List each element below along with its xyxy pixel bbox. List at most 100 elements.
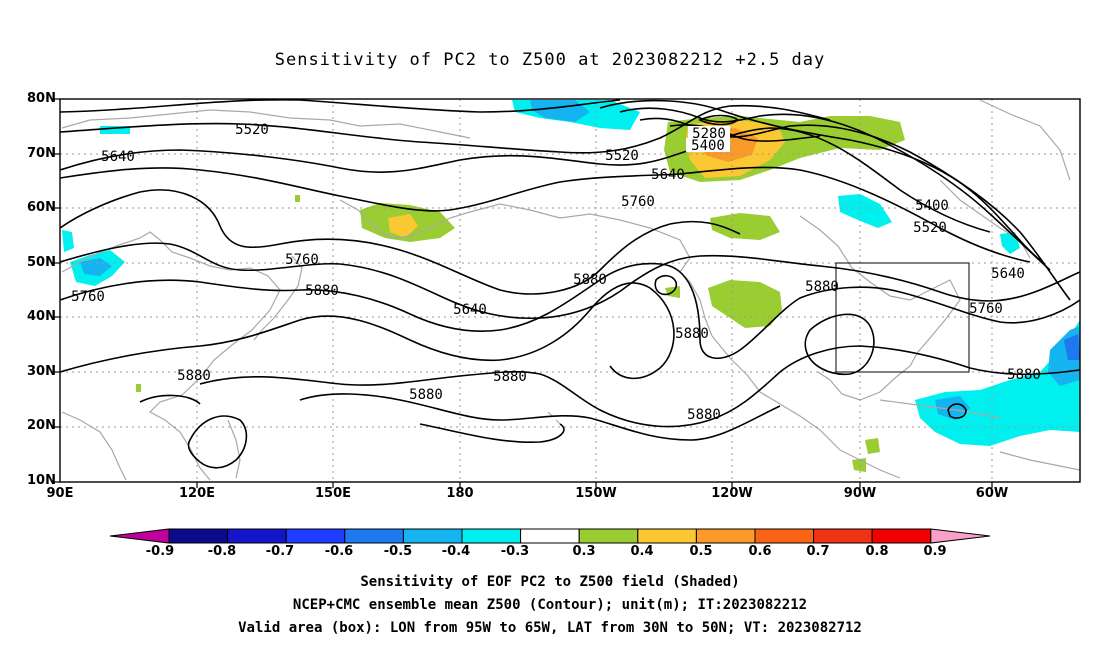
caption-shaded: Sensitivity of EOF PC2 to Z500 field (Sh… <box>360 574 740 590</box>
colorbar-label: -0.3 <box>500 544 530 559</box>
lat-label-80n: 80N <box>27 91 56 106</box>
contour-line <box>947 403 967 419</box>
coastline-centralamerica <box>839 449 901 479</box>
colorbar-label: -0.4 <box>441 544 471 559</box>
colorbar-label: 0.4 <box>630 544 654 559</box>
contour-line <box>60 282 675 380</box>
shade-green-china <box>136 384 141 392</box>
shade-cyan-labrador <box>1000 232 1020 254</box>
contour-line <box>60 127 991 233</box>
lat-label-60n: 60N <box>27 200 56 215</box>
colorbar-label: 0.8 <box>865 544 889 559</box>
shade-green-sea <box>295 195 300 202</box>
colorbar-label: -0.8 <box>207 544 237 559</box>
colorbar-label: 0.3 <box>572 544 596 559</box>
coastline-southamerica <box>999 451 1080 471</box>
shade-cyan-wpac <box>62 230 74 252</box>
contour-line <box>299 393 781 441</box>
coastline-indochina <box>61 411 127 481</box>
colorbar-cell <box>695 528 756 544</box>
contour-line <box>60 99 621 113</box>
colorbar-label: 0.6 <box>748 544 772 559</box>
contour-line <box>619 107 1051 271</box>
contour-line <box>659 263 1080 359</box>
contour-line <box>199 345 1080 428</box>
shade-cyan-hudson <box>838 194 892 228</box>
colorbar-cell <box>813 528 873 544</box>
contour-line <box>669 124 821 142</box>
contour-label: 5520 <box>605 148 639 164</box>
contour-label: 5640 <box>651 167 685 183</box>
contour-label: 5640 <box>991 266 1025 282</box>
contour-line <box>804 313 875 375</box>
contour-label: 5760 <box>285 252 319 268</box>
contour-label: 5880 <box>177 368 211 384</box>
colorbar <box>109 528 991 544</box>
lon-label-90w: 90W <box>843 486 877 501</box>
colorbar-cell <box>168 528 229 544</box>
contour-line <box>419 423 565 444</box>
shade-green-caribbean <box>865 438 880 454</box>
contour-line <box>654 274 678 296</box>
colorbar-label: 0.5 <box>689 544 713 559</box>
shade-green-usa <box>708 280 782 328</box>
lat-label-10n: 10N <box>27 473 56 488</box>
lon-label-150e: 150E <box>314 486 352 501</box>
contour-label: 5640 <box>101 149 135 165</box>
lon-label-120w: 120W <box>711 486 753 501</box>
contour-labels: 5520 5640 5280 5400 5520 5640 5760 5400 … <box>71 122 1041 423</box>
coastline-philippines <box>227 419 241 479</box>
lat-label-50n: 50N <box>27 255 56 270</box>
contour-label: 5520 <box>913 220 947 236</box>
colorbar-label: -0.6 <box>324 544 354 559</box>
contour-label: 5760 <box>969 301 1003 317</box>
contour-label: 5880 <box>1007 367 1041 383</box>
contour-label: 5880 <box>493 369 527 385</box>
shade-green-canada <box>710 213 780 240</box>
shade-blue-atlantic-2 <box>935 396 970 420</box>
shade-darkblue-atlantic <box>1064 334 1080 360</box>
colorbar-label: -0.5 <box>383 544 413 559</box>
contour-label: 5520 <box>235 122 269 138</box>
colorbar-cell <box>930 528 991 544</box>
colorbar-cell <box>637 528 697 544</box>
colorbar-cell <box>227 528 287 544</box>
lon-label-90e: 90E <box>46 486 74 501</box>
lon-label-120e: 120E <box>178 486 216 501</box>
coastline-alaska <box>499 203 841 451</box>
contour-label: 5880 <box>573 272 607 288</box>
map-frame <box>59 98 1081 483</box>
contour-label: 5880 <box>409 387 443 403</box>
contour-label: 5400 <box>691 138 725 154</box>
colorbar-cell <box>344 528 404 544</box>
colorbar-cell <box>754 528 815 544</box>
colorbar-cell <box>520 528 580 544</box>
coastline-siberia <box>61 109 471 139</box>
colorbar-label: 0.9 <box>923 544 947 559</box>
contour-line <box>60 262 661 333</box>
colorbar-cell <box>578 528 639 544</box>
caption-valid-area: Valid area (box): LON from 95W to 65W, L… <box>238 620 862 636</box>
contour-line <box>60 104 831 154</box>
contour-line <box>187 415 248 469</box>
colorbar-cell <box>109 528 170 544</box>
contour-label: 5880 <box>305 283 339 299</box>
contour-line <box>139 394 201 405</box>
contour-line <box>60 189 741 295</box>
lat-label-30n: 30N <box>27 364 56 379</box>
shade-yellow-kamchatka <box>388 214 418 238</box>
contour-line <box>599 99 1041 261</box>
z500-contours <box>60 99 1080 469</box>
lat-label-20n: 20N <box>27 418 56 433</box>
coastline-greenland <box>979 99 1071 181</box>
contour-line <box>698 114 740 126</box>
contour-label: 5640 <box>453 302 487 318</box>
contour-line <box>60 242 1080 320</box>
coastline-hawaii <box>547 411 561 425</box>
contour-label: 5760 <box>621 194 655 210</box>
colorbar-label: -0.7 <box>265 544 295 559</box>
contour-label: 5400 <box>915 198 949 214</box>
map-title: Sensitivity of PC2 to Z500 at 2023082212… <box>274 50 826 70</box>
lat-label-70n: 70N <box>27 146 56 161</box>
